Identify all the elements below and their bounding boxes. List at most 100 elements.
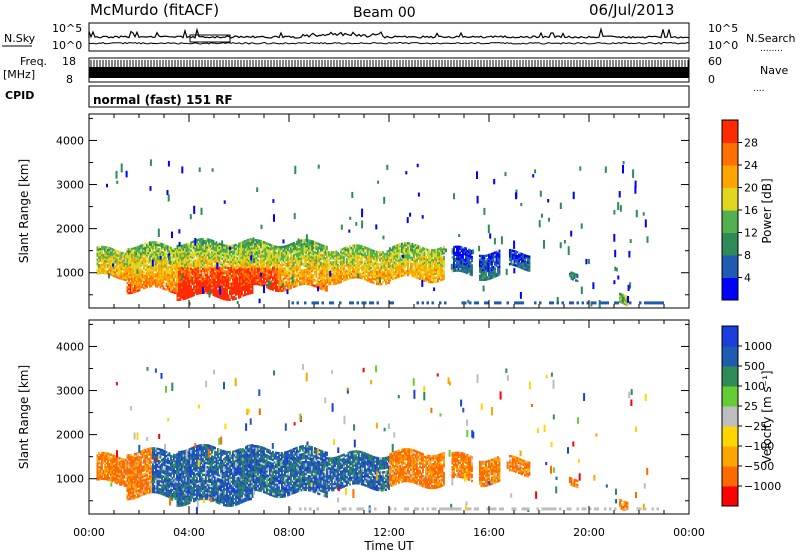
heatmap-cell: [143, 251, 145, 254]
heatmap-cell: [199, 274, 201, 277]
heatmap-cell: [196, 253, 198, 256]
heatmap-cell: [209, 264, 212, 268]
heatmap-cell: [226, 254, 228, 258]
heatmap-cell: [275, 271, 277, 274]
heatmap-cell: [119, 269, 121, 272]
heatmap-cell: [128, 278, 130, 281]
heatmap-cell: [125, 266, 127, 270]
heatmap-cell: [181, 290, 183, 293]
heatmap-cell: [238, 270, 240, 273]
heatmap-cell: [255, 243, 258, 246]
heatmap-cell: [174, 261, 177, 265]
heatmap-cell: [377, 255, 380, 258]
heatmap-cell: [185, 293, 188, 296]
heatmap-cell: [264, 255, 267, 258]
heatmap-cell: [263, 260, 265, 264]
heatmap-cell: [182, 246, 185, 249]
heatmap-cell: [138, 265, 141, 268]
heatmap-cell: [379, 253, 381, 256]
heatmap-cell: [149, 279, 151, 282]
heatmap-cell: [177, 268, 180, 271]
heatmap-cell: [141, 279, 144, 282]
heatmap-cell: [405, 269, 408, 273]
heatmap-cell: [431, 265, 433, 268]
heatmap-cell: [181, 262, 183, 265]
heatmap-cell: [158, 283, 160, 287]
heatmap-cell: [275, 259, 277, 262]
heatmap-cell: [205, 283, 207, 286]
heatmap-cell: [411, 268, 414, 272]
heatmap-cell: [116, 273, 118, 277]
heatmap-cell: [152, 267, 154, 270]
heatmap-cell: [144, 254, 147, 257]
heatmap-cell: [321, 250, 324, 253]
heatmap-cell: [267, 258, 270, 262]
heatmap-cell: [218, 282, 221, 285]
heatmap-cell: [318, 261, 321, 264]
heatmap-cell: [240, 258, 243, 261]
heatmap-cell: [147, 261, 150, 265]
heatmap-cell: [402, 264, 405, 267]
heatmap-cell: [135, 280, 138, 283]
heatmap-cell: [306, 257, 309, 260]
heatmap-cell: [173, 263, 175, 266]
heatmap-cell: [200, 285, 203, 289]
heatmap-cell: [233, 280, 236, 283]
heatmap-cell: [170, 280, 172, 283]
heatmap-cell: [315, 283, 318, 286]
heatmap-cell: [299, 243, 301, 247]
heatmap-cell: [251, 267, 253, 270]
heatmap-cell: [414, 248, 417, 251]
heatmap-cell: [203, 251, 206, 255]
heatmap-cell: [102, 269, 105, 273]
heatmap-cell: [235, 271, 237, 274]
heatmap-cell: [248, 261, 250, 265]
heatmap-cell: [120, 261, 123, 265]
heatmap-cell: [417, 271, 420, 274]
heatmap-cell: [410, 264, 412, 267]
heatmap-cell: [191, 276, 194, 279]
heatmap-cell: [239, 259, 242, 263]
heatmap-cell: [193, 270, 195, 273]
heatmap-cell: [220, 278, 222, 282]
heatmap-cell: [337, 279, 339, 283]
heatmap-cell: [368, 268, 371, 271]
heatmap-cell: [159, 254, 162, 257]
heatmap-cell: [382, 257, 384, 260]
heatmap-cell: [349, 267, 351, 270]
heatmap-cell: [275, 257, 277, 260]
heatmap-cell: [135, 246, 138, 249]
heatmap-cell: [102, 257, 105, 261]
heatmap-cell: [428, 254, 430, 258]
heatmap-cell: [290, 247, 292, 250]
heatmap-cell: [413, 263, 415, 266]
heatmap-cell: [162, 251, 165, 254]
heatmap-cell: [411, 264, 414, 268]
heatmap-cell: [193, 283, 195, 287]
heatmap-cell: [129, 256, 132, 259]
heatmap-cell: [302, 270, 304, 274]
heatmap-cell: [297, 252, 300, 255]
heatmap-cell: [174, 291, 177, 294]
heatmap-cell: [261, 274, 264, 277]
heatmap-cell: [261, 282, 264, 285]
heatmap-cell: [235, 297, 237, 300]
heatmap-cell: [138, 251, 141, 254]
heatmap-cell: [245, 282, 247, 285]
heatmap-cell: [238, 258, 240, 261]
heatmap-cell: [386, 254, 389, 257]
heatmap-cell: [282, 247, 285, 251]
heatmap-cell: [297, 275, 300, 279]
heatmap-cell: [209, 280, 212, 283]
heatmap-cell: [431, 257, 433, 260]
heatmap-cell: [389, 275, 391, 278]
heatmap-cell: [158, 279, 160, 283]
heatmap-cell: [141, 243, 144, 247]
heatmap-cell: [181, 256, 183, 259]
heatmap-cell: [398, 253, 400, 256]
heatmap-cell: [114, 261, 117, 264]
heatmap-cell: [126, 272, 129, 275]
heatmap-cell: [162, 273, 165, 276]
heatmap-cell: [161, 268, 163, 272]
heatmap-cell: [276, 281, 279, 284]
